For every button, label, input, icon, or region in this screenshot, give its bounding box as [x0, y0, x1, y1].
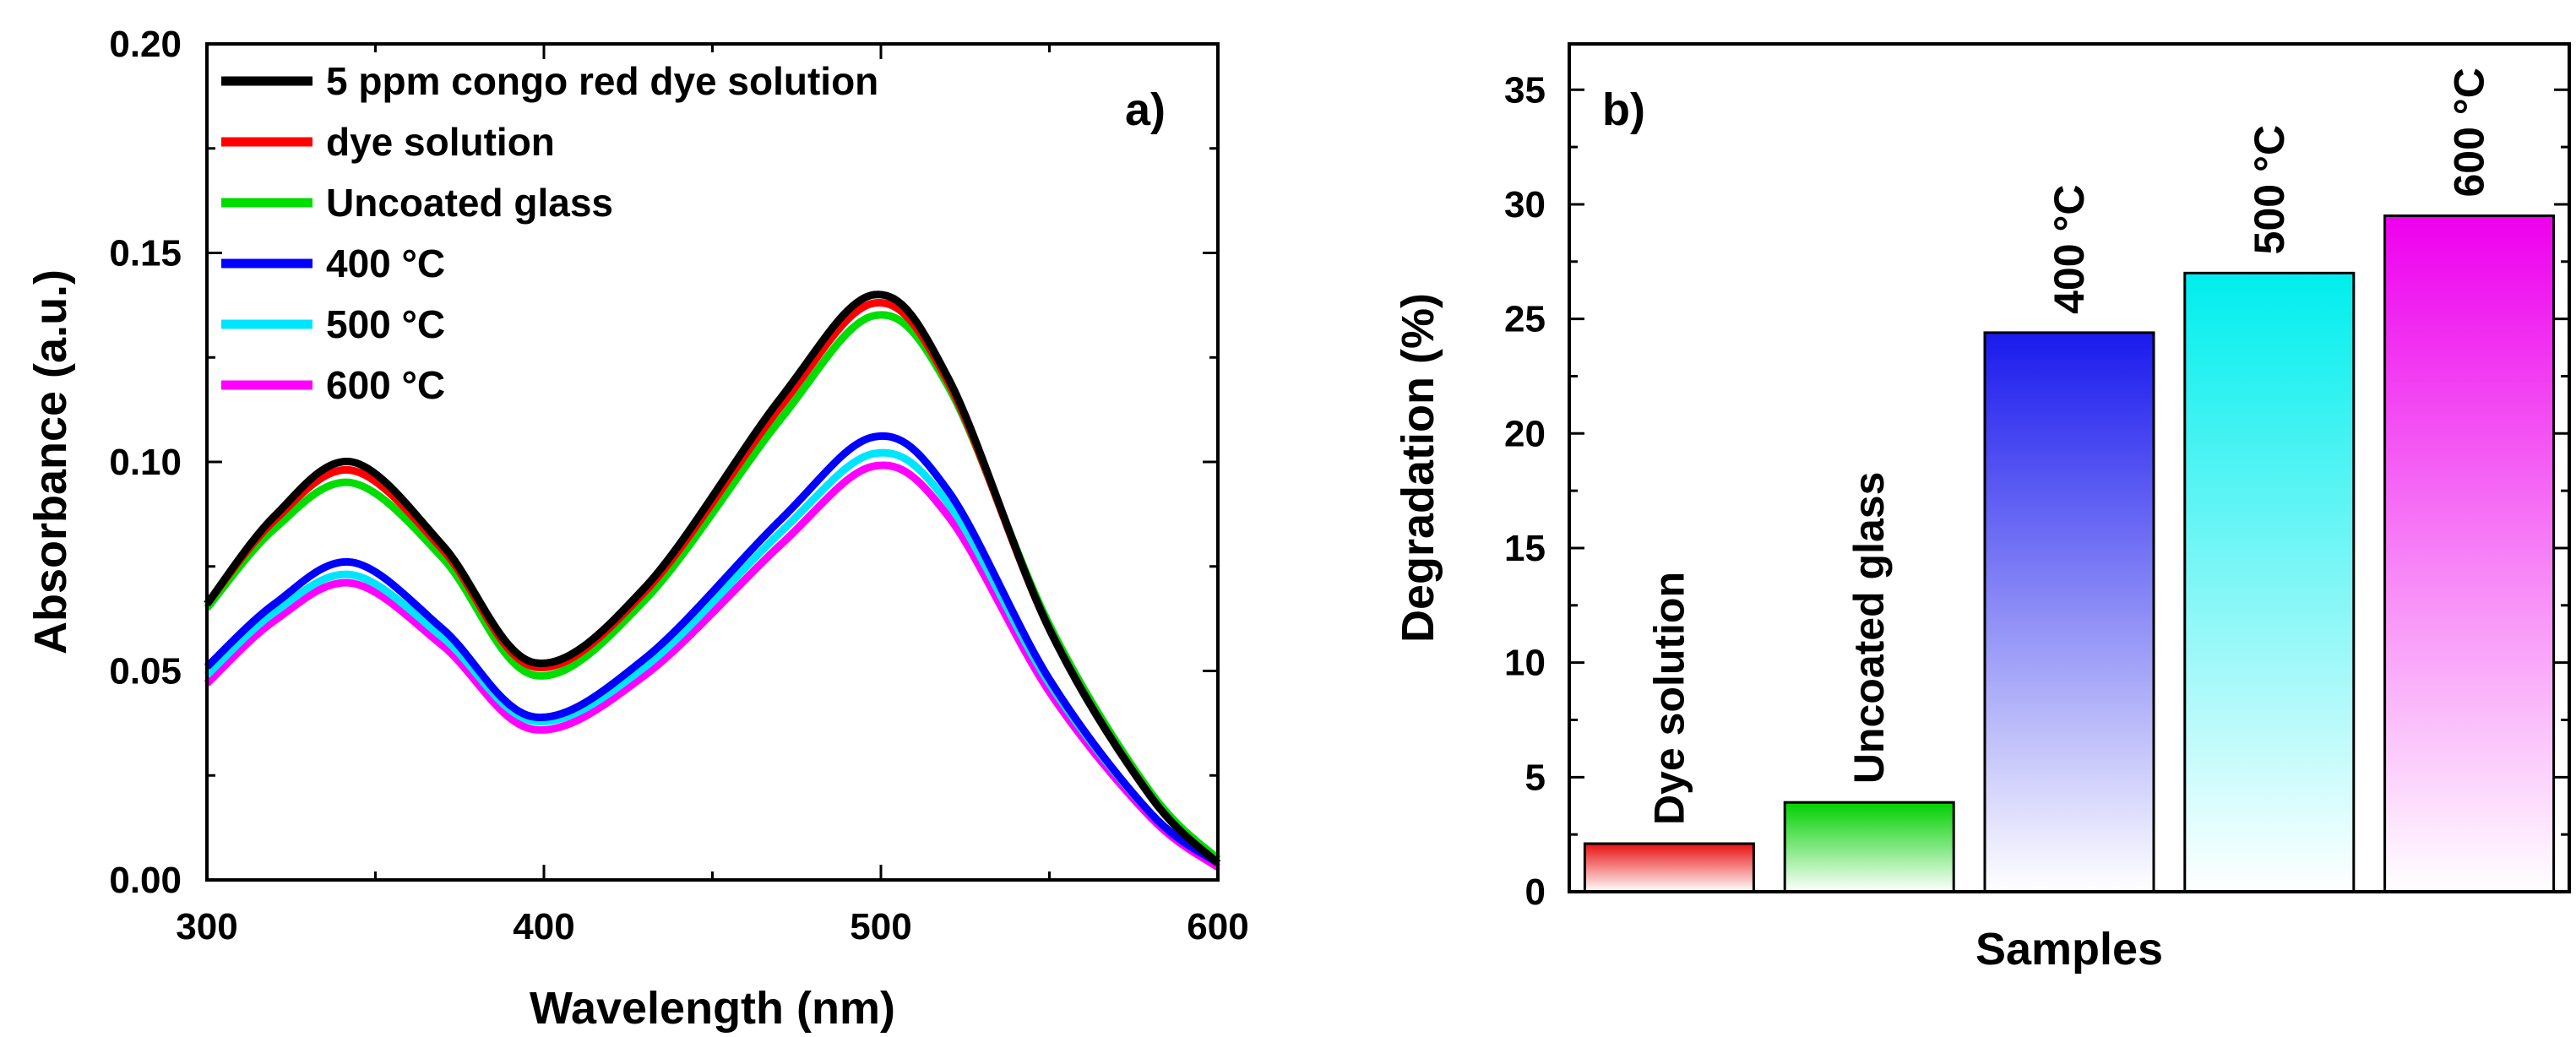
x-tick-label: 300: [176, 906, 237, 947]
y-tick-label: 0.10: [109, 442, 182, 483]
y-axis-title: Absorbance (a.u.): [25, 269, 76, 654]
bar: [2383, 214, 2556, 893]
bar-category-label: 400 °C: [2046, 184, 2093, 313]
y-tick-label: 0: [1525, 871, 1546, 913]
x-axis-title: Samples: [1975, 924, 2163, 975]
legend-label: 5 ppm congo red dye solution: [326, 59, 878, 103]
legend-label: 600 °C: [326, 363, 445, 407]
degradation-chart: 0 5 10 15 20 25 30 35 Dye solution Uncoated glass…: [1393, 42, 2571, 975]
y-tick-label: 5: [1525, 757, 1546, 798]
x-tick-label: 400: [513, 906, 574, 947]
y-tick-label: 0.20: [109, 24, 182, 65]
series-line: [204, 461, 1220, 871]
panel-label-b: b): [1602, 84, 1645, 135]
y-tick-label: 20: [1504, 413, 1546, 454]
bar-category-label: 600 °C: [2446, 68, 2493, 197]
bar: [1583, 842, 1755, 893]
bar: [1783, 801, 1955, 893]
legend-label: 500 °C: [326, 302, 445, 346]
y-tick-label: 15: [1504, 528, 1546, 569]
legend-label: dye solution: [326, 120, 555, 164]
plot-frame: [205, 42, 1220, 882]
y-tick-label: 35: [1504, 69, 1546, 111]
series-line: [204, 432, 1220, 866]
bar-category-label: 500 °C: [2246, 125, 2293, 254]
bar: [1983, 331, 2155, 893]
bar: [2183, 271, 2356, 893]
y-tick-label: 0.00: [109, 860, 182, 901]
absorbance-chart: 300 400 500 600 0.00 0.05 0.10 0.15 0.20 5 ppm co…: [25, 24, 1249, 1034]
y-axis-title: Degradation (%): [1393, 293, 1443, 643]
y-tick-label: 0.15: [109, 233, 182, 274]
bar-category-label: Uncoated glass: [1845, 472, 1893, 785]
x-axis-title: Wavelength (nm): [530, 983, 895, 1034]
y-tick-label: 25: [1504, 299, 1546, 340]
x-tick-label: 500: [850, 906, 911, 947]
legend-label: Uncoated glass: [326, 181, 613, 225]
bar-category-label: Dye solution: [1645, 572, 1693, 825]
legend-label: 400 °C: [326, 242, 445, 285]
series-line: [204, 290, 1221, 866]
x-tick-label: 600: [1187, 906, 1248, 947]
y-tick-label: 10: [1504, 643, 1546, 684]
plot-frame: [1568, 42, 2571, 893]
y-tick-label: 0.05: [109, 651, 182, 692]
panel-label-a: a): [1125, 84, 1166, 135]
y-tick-label: 30: [1504, 184, 1546, 225]
